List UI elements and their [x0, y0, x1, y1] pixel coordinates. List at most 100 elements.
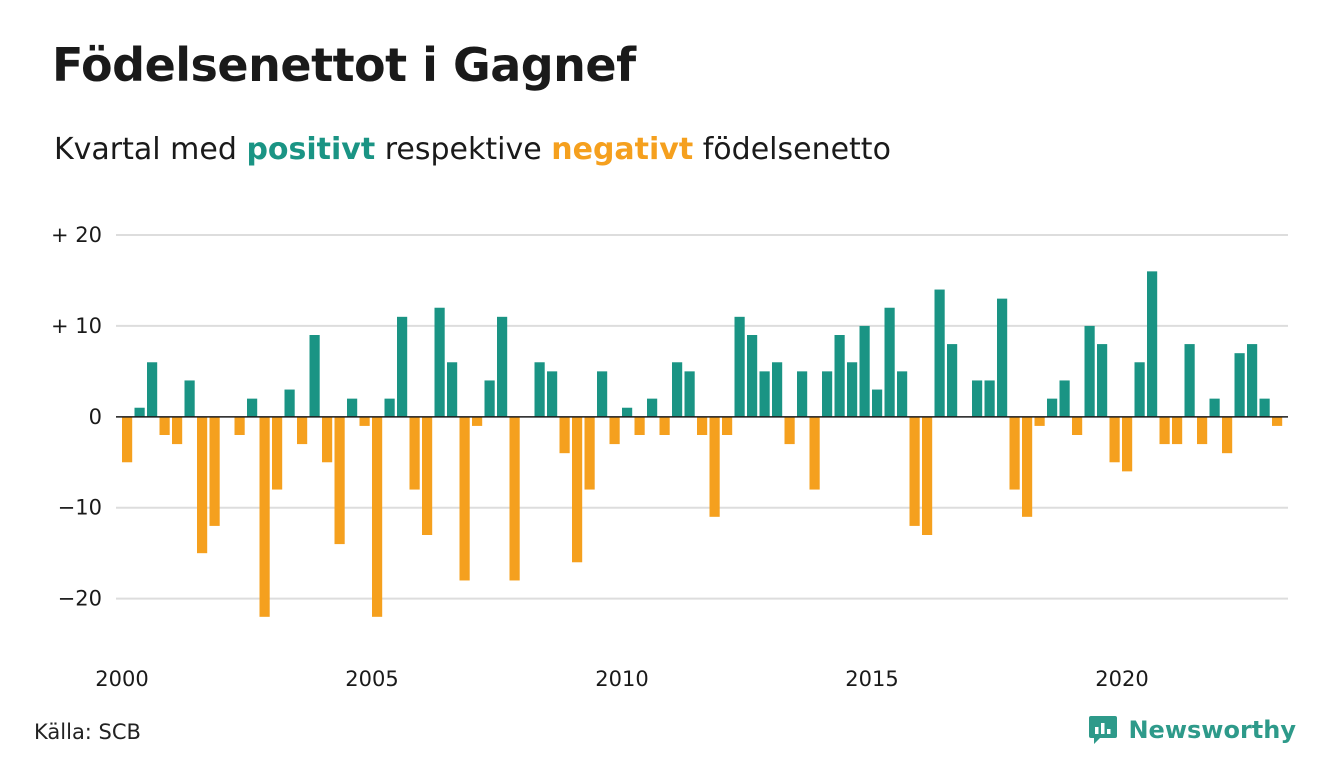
bar — [734, 316, 745, 417]
bar — [1197, 416, 1208, 445]
subtitle-text-end: födelsenetto — [702, 132, 891, 167]
brand-logo: Newsworthy — [1088, 714, 1296, 746]
bar — [184, 380, 195, 417]
bar — [209, 416, 220, 526]
bar — [1084, 325, 1095, 417]
bar — [459, 416, 470, 581]
bar — [1122, 416, 1133, 472]
y-tick-label: −10 — [58, 496, 102, 520]
bar — [559, 416, 570, 454]
bar — [534, 362, 545, 417]
bar — [872, 389, 883, 417]
bar — [509, 416, 520, 581]
bar — [947, 344, 958, 417]
subtitle-text-middle: respektive — [384, 132, 542, 167]
bar — [1022, 416, 1033, 517]
bar — [159, 416, 170, 435]
bar — [584, 416, 595, 490]
bar — [1234, 353, 1245, 417]
bar — [1047, 398, 1058, 417]
bar — [122, 416, 133, 463]
bar — [647, 398, 658, 417]
y-tick-label: + 10 — [51, 314, 102, 338]
bar — [272, 416, 283, 490]
bar — [1247, 344, 1258, 417]
bar — [134, 407, 145, 417]
bar — [322, 416, 333, 463]
bar — [484, 380, 495, 417]
chart-title: Födelsenettot i Gagnef — [52, 38, 636, 92]
bar — [172, 416, 183, 445]
bar — [1134, 362, 1145, 417]
y-tick-label: + 20 — [51, 223, 102, 247]
newsworthy-icon — [1089, 716, 1118, 744]
bar — [884, 307, 895, 417]
bar — [747, 335, 758, 417]
chart-subtitle: Kvartal med positivt respektive negativt… — [54, 132, 891, 167]
bar — [572, 416, 583, 563]
bar — [1184, 344, 1195, 417]
bar — [797, 371, 808, 417]
bar — [1159, 416, 1170, 445]
bar — [1222, 416, 1233, 454]
bar — [284, 389, 295, 417]
bar — [1034, 416, 1045, 426]
bar — [809, 416, 820, 490]
bar — [234, 416, 245, 435]
x-tick-label: 2020 — [1095, 667, 1148, 691]
bar — [597, 371, 608, 417]
bar — [334, 416, 345, 545]
bar — [397, 316, 408, 417]
bar — [547, 371, 558, 417]
bar — [634, 416, 645, 435]
bar — [1097, 344, 1108, 417]
bar — [384, 398, 395, 417]
bar — [709, 416, 720, 517]
bar — [472, 416, 483, 426]
bar — [1209, 398, 1220, 417]
y-tick-label: 0 — [89, 405, 102, 429]
bar — [834, 335, 845, 417]
bar — [197, 416, 208, 554]
bar — [922, 416, 933, 535]
bar — [422, 416, 433, 535]
bar — [934, 289, 945, 417]
bar — [1147, 271, 1158, 417]
brand-name: Newsworthy — [1128, 716, 1296, 744]
bar — [784, 416, 795, 445]
x-tick-label: 2010 — [595, 667, 648, 691]
bar — [359, 416, 370, 426]
bar — [1109, 416, 1120, 463]
bar — [997, 298, 1008, 417]
bar — [309, 335, 320, 417]
bar — [684, 371, 695, 417]
bar — [672, 362, 683, 417]
bar-chart: + 20 + 10 0 −10 −20 2000 2005 2010 2015 2020 — [51, 223, 1288, 691]
subtitle-positive-label: positivt — [246, 132, 376, 167]
bar — [447, 362, 458, 417]
bar — [347, 398, 358, 417]
x-tick-label: 2005 — [345, 667, 398, 691]
bar — [909, 416, 920, 526]
subtitle-text-start: Kvartal med — [54, 132, 237, 167]
bar — [722, 416, 733, 435]
bar — [772, 362, 783, 417]
subtitle-negative-label: negativt — [551, 132, 694, 167]
bar — [659, 416, 670, 435]
bar — [259, 416, 270, 617]
bar — [609, 416, 620, 445]
bar — [1009, 416, 1020, 490]
bar — [984, 380, 995, 417]
bar — [147, 362, 158, 417]
bar — [1072, 416, 1083, 435]
bar — [434, 307, 445, 417]
bar — [1059, 380, 1070, 417]
bar — [1272, 416, 1283, 426]
y-tick-label: −20 — [58, 587, 102, 611]
bar — [972, 380, 983, 417]
bar — [1172, 416, 1183, 445]
bar — [372, 416, 383, 617]
source-note: Källa: SCB — [34, 720, 141, 744]
bar — [409, 416, 420, 490]
bar — [897, 371, 908, 417]
